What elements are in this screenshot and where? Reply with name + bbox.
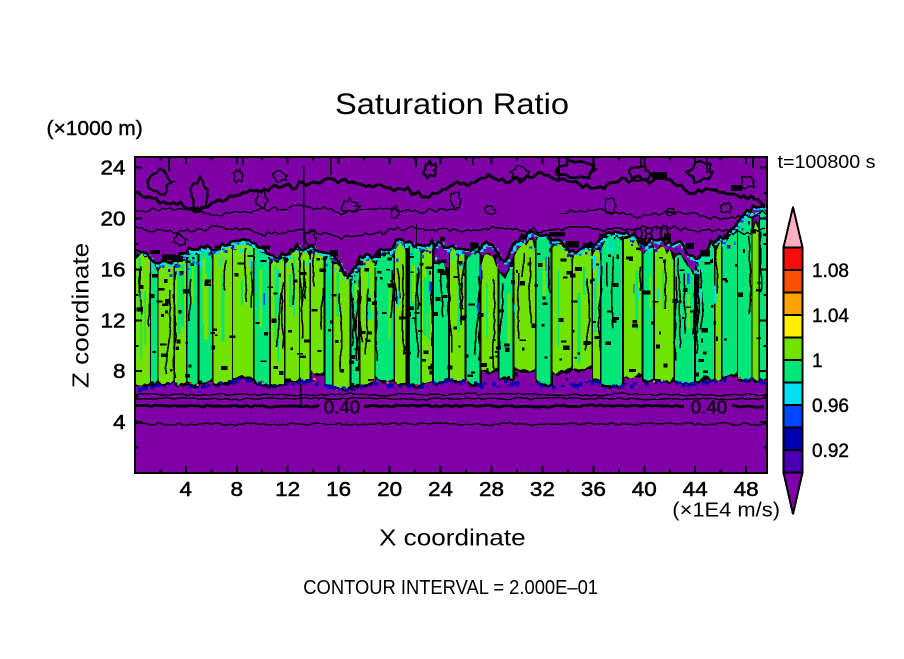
svg-text:20: 20: [377, 479, 402, 501]
svg-text:8: 8: [231, 479, 244, 501]
svg-text:Z coordinate: Z coordinate: [68, 243, 94, 388]
svg-text:0.92: 0.92: [812, 441, 849, 462]
svg-text:CONTOUR INTERVAL = 2.000E–01: CONTOUR INTERVAL = 2.000E–01: [303, 577, 598, 599]
svg-text:16: 16: [326, 479, 351, 501]
svg-text:36: 36: [581, 479, 606, 501]
svg-text:t=100800 s: t=100800 s: [778, 151, 876, 172]
svg-text:20: 20: [101, 209, 126, 231]
svg-text:12: 12: [101, 310, 126, 332]
svg-text:(×1E4 m/s): (×1E4 m/s): [672, 500, 780, 522]
svg-text:48: 48: [734, 479, 759, 501]
svg-text:1.08: 1.08: [812, 261, 849, 282]
svg-text:0.40: 0.40: [691, 398, 728, 418]
svg-text:1: 1: [812, 351, 823, 372]
svg-text:Saturation Ratio: Saturation Ratio: [335, 88, 569, 121]
svg-text:32: 32: [530, 479, 555, 501]
svg-text:12: 12: [275, 479, 300, 501]
svg-text:4: 4: [180, 479, 193, 501]
svg-text:X coordinate: X coordinate: [379, 525, 526, 551]
svg-text:16: 16: [101, 260, 126, 282]
svg-text:40: 40: [632, 479, 657, 501]
svg-text:4: 4: [113, 412, 126, 434]
svg-text:(×1000 m): (×1000 m): [47, 118, 143, 140]
svg-text:24: 24: [101, 158, 126, 180]
svg-text:0.80: 0.80: [633, 223, 670, 242]
svg-text:1.04: 1.04: [812, 306, 849, 327]
svg-text:8: 8: [113, 361, 126, 383]
svg-text:28: 28: [479, 479, 504, 501]
svg-text:44: 44: [683, 479, 708, 501]
svg-text:0.96: 0.96: [812, 396, 849, 417]
svg-text:24: 24: [428, 479, 453, 501]
svg-text:0.40: 0.40: [324, 398, 361, 418]
